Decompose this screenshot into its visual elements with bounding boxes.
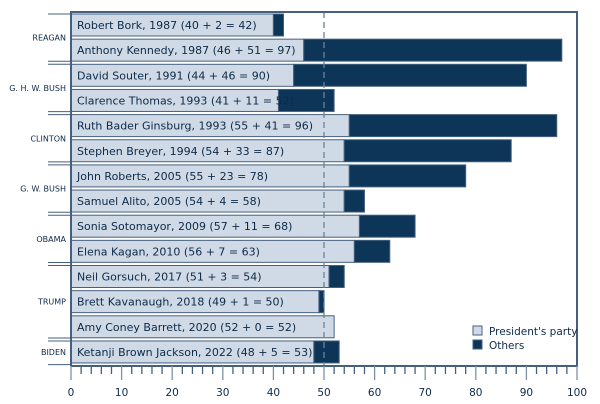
x-tick-label: 10 <box>115 387 128 399</box>
bar-others <box>343 189 365 213</box>
x-tick-label: 100 <box>567 387 587 399</box>
bar-others <box>348 114 558 138</box>
bar-label: Clarence Thomas, 1993 (41 + 11 = 52) <box>77 94 294 107</box>
x-tick-label: 50 <box>317 387 330 399</box>
bar-label: Brett Kavanaugh, 2018 (49 + 1 = 50) <box>77 296 284 309</box>
bar-label: Neil Gorsuch, 2017 (51 + 3 = 54) <box>77 271 262 284</box>
bar-others <box>353 239 391 263</box>
bar-others <box>328 265 345 288</box>
group-label: REAGAN <box>32 34 66 43</box>
bar-others <box>313 340 340 364</box>
bar-label: Amy Coney Barrett, 2020 (52 + 0 = 52) <box>77 321 296 334</box>
group-label: TRUMP <box>37 298 66 307</box>
x-tick-label: 20 <box>166 387 179 399</box>
bar-label: David Souter, 1991 (44 + 46 = 90) <box>77 69 270 82</box>
group-label: CLINTON <box>30 134 66 143</box>
group-label: OBAMA <box>36 235 66 244</box>
legend-swatch-others <box>472 339 483 350</box>
bar-label: Stephen Breyer, 1994 (54 + 33 = 87) <box>77 145 284 158</box>
bar-label: Robert Bork, 1987 (40 + 2 = 42) <box>77 19 257 32</box>
bar-label: Elena Kagan, 2010 (56 + 7 = 63) <box>77 245 260 258</box>
bar-others <box>303 38 563 62</box>
bar-label: Ruth Bader Ginsburg, 1993 (55 + 41 = 96) <box>77 120 313 133</box>
x-tick-label: 80 <box>469 387 482 399</box>
group-label: G. H. W. BUSH <box>9 84 66 93</box>
x-tick-label: 30 <box>216 387 229 399</box>
legend-label: President's party <box>489 326 577 338</box>
legend-swatch-presidents-party <box>472 325 483 336</box>
x-tick-label: 60 <box>368 387 381 399</box>
group-label: BIDEN <box>41 348 66 357</box>
bar-others <box>343 139 512 163</box>
plot-frame <box>70 11 578 367</box>
bar-label: Sonia Sotomayor, 2009 (57 + 11 = 68) <box>77 220 292 233</box>
bar-others <box>348 164 467 188</box>
x-tick-label: 90 <box>520 387 533 399</box>
bar-label: Ketanji Brown Jackson, 2022 (48 + 5 = 53… <box>77 346 312 359</box>
x-tick-label: 40 <box>267 387 280 399</box>
x-tick-label: 70 <box>419 387 432 399</box>
bar-label: John Roberts, 2005 (55 + 23 = 78) <box>76 170 268 183</box>
bar-others <box>318 290 325 314</box>
group-label: G. W. BUSH <box>20 185 66 194</box>
bar-others <box>358 214 416 238</box>
legend-label: Others <box>489 340 524 352</box>
bar-others <box>277 88 335 112</box>
bar-label: Samuel Alito, 2005 (54 + 4 = 58) <box>77 195 261 208</box>
bar-others <box>272 13 285 37</box>
bar-others <box>293 63 527 87</box>
x-tick-label: 0 <box>68 387 75 399</box>
bar-label: Anthony Kennedy, 1987 (46 + 51 = 97) <box>77 44 296 57</box>
